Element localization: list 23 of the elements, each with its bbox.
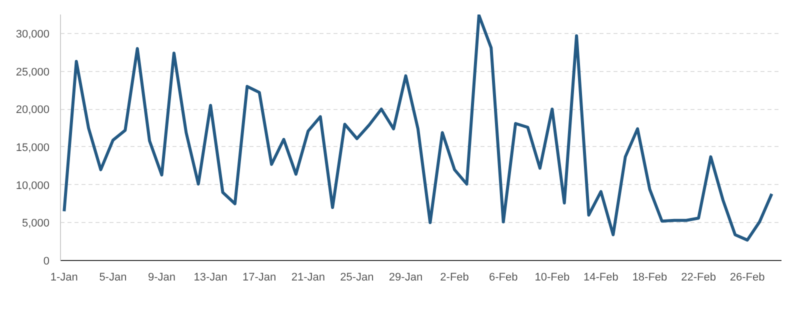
- y-tick-label: 15,000: [16, 142, 50, 154]
- x-tick-label: 1-Jan: [50, 272, 78, 284]
- x-tick-label: 5-Jan: [99, 272, 127, 284]
- x-tick-label: 2-Feb: [440, 272, 469, 284]
- x-tick-label: 21-Jan: [291, 272, 325, 284]
- y-tick-label: 25,000: [16, 66, 50, 78]
- x-tick-label: 29-Jan: [388, 272, 423, 284]
- y-tick-label: 0: [43, 256, 50, 268]
- x-tick-label: 9-Jan: [148, 272, 176, 284]
- x-tick-label: 18-Feb: [632, 272, 668, 284]
- x-tick-label: 13-Jan: [194, 272, 228, 284]
- x-tick-label: 17-Jan: [242, 272, 276, 284]
- x-tick-label: 10-Feb: [534, 272, 570, 284]
- x-tick-label: 6-Feb: [488, 272, 518, 284]
- x-tick-label: 26-Feb: [730, 272, 765, 284]
- y-tick-label: 10,000: [16, 180, 50, 192]
- y-tick-label: 30,000: [16, 28, 50, 40]
- x-tick-label: 25-Jan: [340, 272, 374, 284]
- y-tick-label: 5,000: [22, 218, 50, 230]
- y-tick-label: 20,000: [16, 104, 50, 116]
- x-tick-label: 14-Feb: [584, 272, 618, 284]
- x-tick-label: 22-Feb: [681, 272, 716, 284]
- line-series: [62, 14, 774, 242]
